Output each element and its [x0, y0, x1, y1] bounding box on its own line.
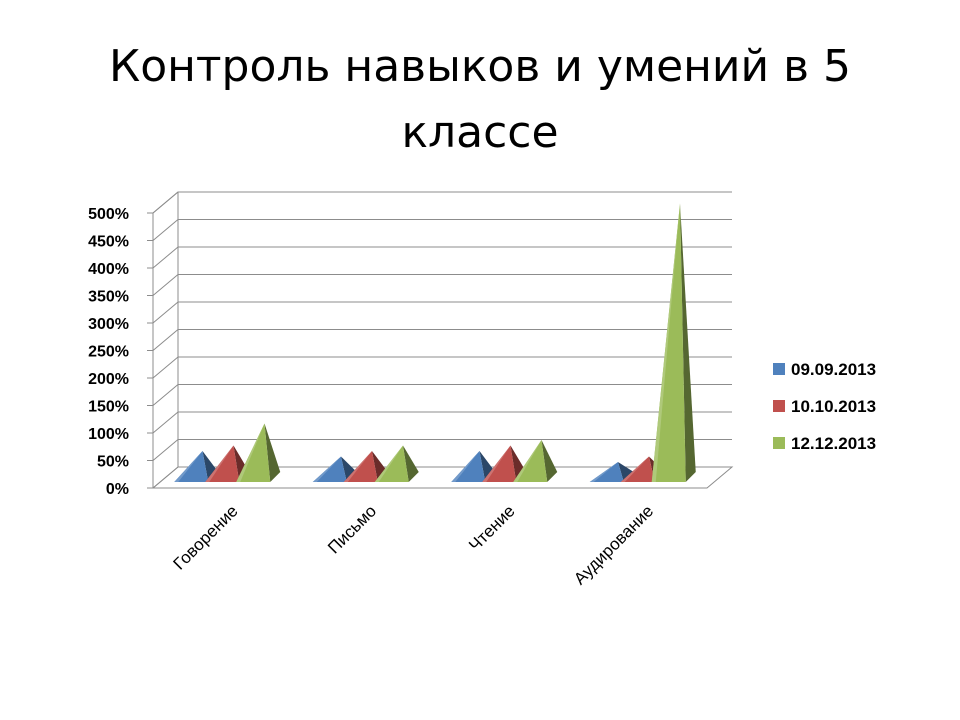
legend-label: 09.09.2013: [791, 360, 876, 379]
y-tick-label: 400%: [88, 261, 129, 278]
y-tick-label: 350%: [88, 289, 129, 306]
legend-swatch: [773, 400, 785, 412]
legend-label: 10.10.2013: [791, 397, 876, 416]
y-tick-label: 250%: [88, 344, 129, 361]
y-tick-label: 0%: [106, 481, 129, 498]
pyramid-highlight: [482, 445, 511, 482]
gridline: [152, 301, 732, 324]
pyramid-highlight: [451, 451, 480, 482]
gridline: [152, 191, 732, 214]
x-axis-labels: Говорение Письмо Чтение Аудирование: [170, 501, 658, 588]
pyramid-3-2: [651, 203, 696, 483]
x-category-label: Письмо: [324, 501, 380, 557]
chart-legend: 09.09.2013 10.10.2013 12.12.2013: [773, 360, 876, 453]
pyramid-highlight: [374, 445, 403, 482]
pyramid-3-0: [589, 462, 634, 482]
gridline: [152, 356, 732, 379]
pyramid-highlight: [312, 456, 341, 482]
chart-pyramids: [174, 203, 696, 483]
x-category-label: Аудирование: [570, 501, 657, 588]
pyramid-highlight: [620, 456, 649, 482]
pyramid-highlight: [589, 462, 618, 482]
y-tick-label: 300%: [88, 316, 129, 333]
gridline: [152, 384, 732, 406]
gridline: [152, 219, 732, 241]
pyramid-highlight: [513, 440, 542, 482]
gridline: [152, 411, 732, 434]
pyramid-highlight: [205, 445, 234, 482]
legend-swatch: [773, 363, 785, 375]
pyramid-side-face: [403, 445, 419, 482]
gridline: [152, 274, 732, 296]
pyramid-highlight: [343, 451, 372, 482]
x-category-label: Говорение: [170, 501, 242, 573]
pyramid-side-face: [680, 203, 696, 483]
chart-walls: [151, 191, 734, 489]
y-tick-label: 100%: [88, 426, 129, 443]
x-category-label: Чтение: [465, 501, 519, 555]
pyramid-side-face: [618, 462, 634, 482]
gridline: [152, 329, 732, 351]
legend-label: 12.12.2013: [791, 434, 876, 453]
gridline: [152, 246, 732, 269]
pyramid-side-face: [541, 440, 558, 482]
gridline: [152, 439, 732, 461]
chart-gridlines: [152, 191, 732, 489]
legend-swatch: [773, 437, 785, 449]
pyramid-highlight: [651, 203, 680, 483]
back-wall-top: [152, 191, 732, 214]
slide-title: Контроль навыков и умений в 5 классе: [108, 41, 851, 158]
pyramid-0-2: [236, 423, 281, 482]
y-tick-label: 500%: [88, 206, 129, 223]
pyramid-highlight: [174, 451, 203, 482]
y-axis-ticks: 0% 50% 100% 150% 200% 250% 300% 350% 400% 450% 500…: [88, 206, 153, 498]
pyramid-2-2: [513, 440, 558, 482]
pyramid-side-face: [264, 423, 281, 482]
y-tick-label: 450%: [88, 234, 129, 251]
y-tick-label: 150%: [88, 399, 129, 416]
pyramid-highlight: [236, 423, 265, 482]
y-tick-label: 200%: [88, 371, 129, 388]
y-tick-label: 50%: [97, 454, 129, 471]
pyramid-1-2: [374, 445, 419, 482]
